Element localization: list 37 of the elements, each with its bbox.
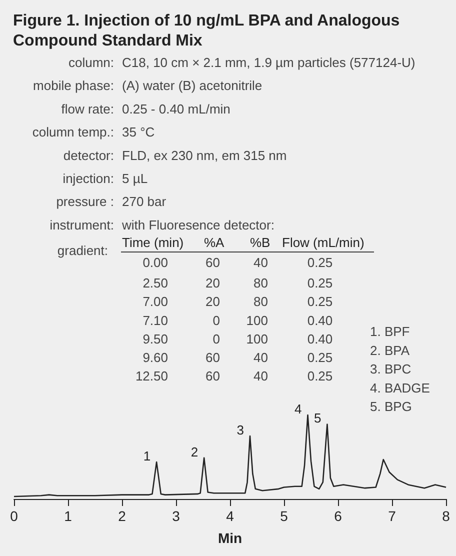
text: mobile phase: (A) water (B) acetonitrile <box>33 78 262 94</box>
text: 4. BADGE <box>370 380 430 396</box>
text: 5. BPG <box>370 399 412 414</box>
text: 9.50 0 100 0.40 <box>142 331 333 346</box>
text: 7.10 0 100 0.40 <box>142 312 333 328</box>
x-tick-label: 0 <box>10 508 18 524</box>
text: 3. BPC <box>370 362 412 377</box>
annotation: 3 <box>236 422 244 438</box>
annotation: 5 <box>314 410 322 426</box>
x-tick-label: 7 <box>388 508 396 524</box>
annotation: 4 <box>294 402 302 416</box>
x-tick-label: 6 <box>334 508 342 524</box>
text: instrument: with Fluoresence detector: <box>50 217 274 232</box>
text: column: C18, 10 cm × 2.1 mm, 1.9 µm particles (577124-U) <box>68 55 416 70</box>
text: column temp.: 35 °C <box>32 124 155 140</box>
text: gradient: Time (min) %A %B Flow (mL/min) <box>57 235 364 258</box>
x-axis-title: Min <box>218 530 242 546</box>
x-tick-label: 2 <box>118 508 126 524</box>
x-tick-label: 3 <box>172 508 180 524</box>
text: detector: FLD, ex 230 nm, em 315 nm <box>63 148 287 163</box>
text: 12.50 60 40 0.25 <box>135 368 333 384</box>
text: 1. BPF <box>370 324 410 339</box>
x-tick-label: 4 <box>226 508 234 524</box>
annotation: 1 <box>143 448 151 464</box>
text: 2.50 20 80 0.25 <box>142 276 333 291</box>
x-tick-label: 8 <box>442 508 450 524</box>
text: injection: 5 µL <box>62 171 148 186</box>
text: 7.00 20 80 0.25 <box>142 294 333 310</box>
text: flow rate: 0.25 - 0.40 mL/min <box>61 101 230 116</box>
x-tick-label: 5 <box>280 508 288 524</box>
text: 2. BPA <box>370 342 410 358</box>
text: 9.60 60 40 0.25 <box>142 350 333 365</box>
text: 0.00 60 40 0.25 <box>142 255 333 270</box>
annotation: 2 <box>190 444 198 460</box>
chart-title: Figure 1. Injection of 10 ng/mL BPA and Analogous Compound Standard Mix <box>13 12 404 50</box>
text: pressure : 270 bar <box>56 194 167 210</box>
x-tick-label: 1 <box>64 508 72 524</box>
